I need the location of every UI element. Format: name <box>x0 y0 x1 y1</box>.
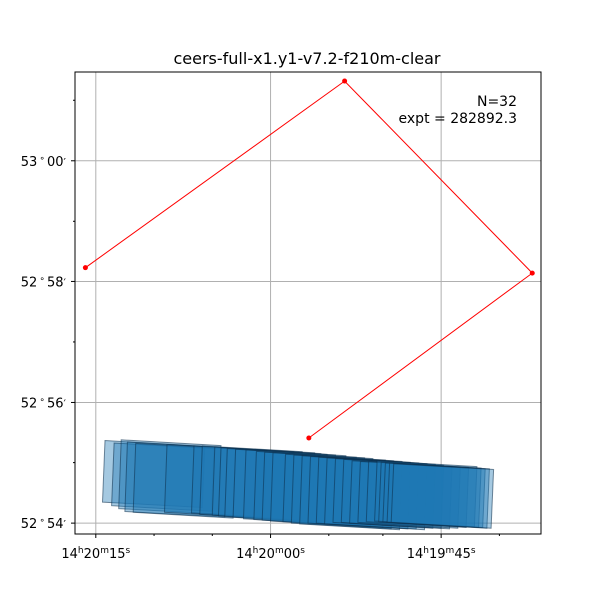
axes-background <box>75 72 541 534</box>
x-tick-hours: 14 <box>236 547 253 562</box>
y-tick-degrees: 52 <box>21 517 38 532</box>
y-tick-minute-unit: ′ <box>64 276 67 289</box>
axes-frame <box>74 71 542 535</box>
y-tick-label: 52 ∘ 56′ <box>21 395 67 411</box>
count-annotation: N=32 <box>477 94 517 110</box>
x-tick-second-unit: s <box>126 546 131 556</box>
y-tick-degree-unit: ∘ <box>39 274 45 284</box>
plot-area <box>74 71 542 535</box>
y-tick-labels: 52 ∘ 54′52 ∘ 56′52 ∘ 58′53 ∘ 00′ <box>21 154 67 532</box>
axis-ticks <box>71 99 500 538</box>
x-tick-second-unit: s <box>300 546 305 556</box>
grid-layer <box>75 72 541 534</box>
x-tick-minutes: 19 <box>429 547 446 562</box>
x-tick-minute-unit: m <box>446 546 455 556</box>
outline-path <box>85 80 534 439</box>
x-tick-hour-unit: h <box>423 546 429 556</box>
outline-vertex <box>306 435 312 441</box>
y-tick-label: 52 ∘ 54′ <box>21 516 67 532</box>
outline-vertex <box>342 78 348 84</box>
y-tick-minute-unit: ′ <box>64 518 67 531</box>
x-tick-label: 14h20m15s <box>61 546 130 562</box>
survey-outline <box>82 78 535 441</box>
x-tick-seconds: 15 <box>109 547 126 562</box>
x-tick-hour-unit: h <box>253 546 259 556</box>
y-tick-minutes: 56 <box>47 396 64 411</box>
y-tick-minute-unit: ′ <box>64 156 67 169</box>
outline-vertex <box>82 265 88 271</box>
x-tick-seconds: 00 <box>284 547 301 562</box>
x-tick-minutes: 20 <box>258 547 275 562</box>
x-tick-minutes: 20 <box>84 547 101 562</box>
x-tick-hours: 14 <box>407 547 424 562</box>
y-tick-degrees: 52 <box>21 396 38 411</box>
x-tick-hours: 14 <box>61 547 78 562</box>
expt-annotation: expt = 282892.3 <box>399 111 517 127</box>
x-tick-minute-unit: m <box>275 546 284 556</box>
exposure-footprints <box>101 439 495 531</box>
y-tick-degree-unit: ∘ <box>39 516 45 526</box>
y-tick-label: 53 ∘ 00′ <box>21 154 67 170</box>
y-tick-degree-unit: ∘ <box>39 154 45 164</box>
y-tick-minutes: 00 <box>47 155 64 170</box>
exposure-footprint <box>111 442 215 512</box>
exposure-footprint <box>118 439 222 515</box>
y-tick-degrees: 53 <box>21 155 38 170</box>
y-tick-degrees: 52 <box>21 275 38 290</box>
y-tick-label: 52 ∘ 58′ <box>21 274 67 290</box>
x-tick-hour-unit: h <box>78 546 84 556</box>
x-tick-minute-unit: m <box>100 546 109 556</box>
x-tick-seconds: 45 <box>454 547 471 562</box>
outline-vertex <box>529 270 535 276</box>
x-tick-label: 14h19m45s <box>407 546 476 562</box>
y-tick-degree-unit: ∘ <box>39 395 45 405</box>
chart-title: ceers-full-x1.y1-v7.2-f210m-clear <box>173 49 440 68</box>
x-tick-labels: 14h20m15s 14h20m00s 14h19m45s <box>61 546 475 562</box>
y-tick-minutes: 58 <box>47 275 64 290</box>
y-tick-minute-unit: ′ <box>64 397 67 410</box>
x-tick-second-unit: s <box>471 546 476 556</box>
exposure-footprint <box>390 463 495 529</box>
y-tick-minutes: 54 <box>47 517 64 532</box>
x-tick-label: 14h20m00s <box>236 546 305 562</box>
